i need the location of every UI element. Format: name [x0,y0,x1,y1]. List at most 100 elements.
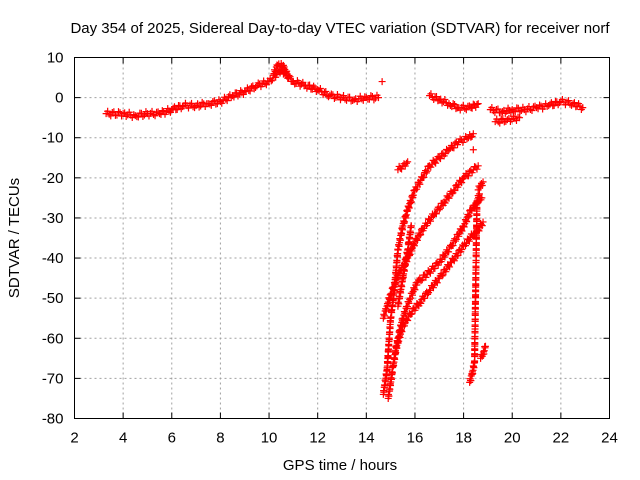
data-point-dense [431,264,439,272]
data-point-dense [340,92,348,100]
data-point-dense [409,291,417,299]
x-tick-label: 10 [261,430,278,447]
data-point-dense [550,102,558,110]
data-point [475,190,483,198]
data-point-dense [158,107,166,115]
data-point-dense [462,106,470,114]
data-point-dense [445,194,453,202]
data-point [445,146,453,154]
data-point-dense [421,294,429,302]
y-tick-label: -80 [42,411,64,428]
data-point-dense [462,217,470,225]
data-point-dense [458,227,466,235]
y-tick-label: -10 [42,130,64,147]
y-tick-label: -70 [42,370,64,387]
data-point-dense [279,61,287,69]
data-point-dense [463,135,471,143]
x-tick-label: 16 [407,430,424,447]
data-point-dense [411,286,419,294]
data-point [516,114,524,122]
data-point-dense [410,242,418,250]
y-tick-label: -30 [42,210,64,227]
data-point [479,178,487,186]
data-point-dense [427,90,435,98]
data-point-dense [436,155,444,163]
data-point-dense [173,106,181,114]
x-tick-label: 24 [601,430,618,447]
data-point-dense [451,237,459,245]
data-point-dense [420,173,428,181]
data-point-dense [465,212,473,220]
y-tick-labels: 10 0 -10 -20 -30 -40 -50 -60 -70 -80 [42,50,64,428]
data-point-dense [496,119,504,127]
data-point-dense [441,199,449,207]
data-point-dense [267,77,275,85]
x-tick-labels: 2 4 6 8 10 12 14 16 18 20 22 24 [70,430,618,447]
data-point-dense [464,172,472,180]
data-point-dense [505,114,513,122]
data-point [362,94,370,102]
data-point-dense [104,107,112,115]
data-point-dense [413,236,421,244]
data-point-dense [254,79,262,87]
data-point-dense [195,103,203,111]
data-point-dense [464,213,472,221]
x-tick-label: 20 [504,430,521,447]
x-tick-label: 8 [216,430,224,447]
data-point-dense [432,210,440,218]
data-point-dense [404,317,412,325]
data-point-dense [473,100,481,108]
y-tick-label: 10 [47,50,64,67]
data-point-dense [418,276,426,284]
data-point [467,206,475,214]
data-point-dense [114,108,122,116]
data-point-dense [346,93,354,101]
data-point-dense [284,74,292,82]
data-point-dense [184,104,192,112]
data-point-dense [435,206,443,214]
data-point-dense [223,97,231,105]
data-point-dense [450,257,458,265]
data-point-dense [522,108,530,116]
data-point-dense [140,111,148,119]
data-point-dense [454,251,462,259]
data-point-dense [434,261,442,269]
y-tick-label: -60 [42,330,64,347]
data-point-dense [403,316,411,324]
data-point-dense [429,284,437,292]
data-point-dense [122,112,130,120]
data-point-dense [465,237,473,245]
data-point-dense [460,223,468,231]
x-axis-label: GPS time / hours [283,457,397,474]
data-point [131,112,139,120]
data-point [378,78,386,86]
data-point-dense [402,159,410,167]
data-point-dense [566,100,574,108]
data-point-dense [427,217,435,225]
data-point-dense [306,81,314,89]
data-point-dense [441,96,449,104]
data-point-dense [455,232,463,240]
data-point-dense [148,107,156,115]
data-point-dense [246,87,254,95]
data-point-dense [422,273,430,281]
data-point-dense [330,95,338,103]
y-tick-label: 0 [55,90,63,107]
data-point-dense [528,106,536,114]
data-point-dense [570,99,578,107]
data-point-dense [186,101,194,109]
data-point-dense [488,104,496,112]
data-point-dense [449,100,457,108]
data-point-dense [445,248,453,256]
data-point-dense [422,169,430,177]
x-tick-label: 12 [309,430,326,447]
data-point-dense [416,180,424,188]
chart-title: Day 354 of 2025, Sidereal Day-to-day VTE… [70,20,610,37]
y-tick-label: -20 [42,170,64,187]
x-tick-label: 4 [119,430,127,447]
data-point-dense [564,97,572,105]
y-tick-label: -40 [42,250,64,267]
data-point [435,154,443,162]
data-point-dense [322,87,330,95]
